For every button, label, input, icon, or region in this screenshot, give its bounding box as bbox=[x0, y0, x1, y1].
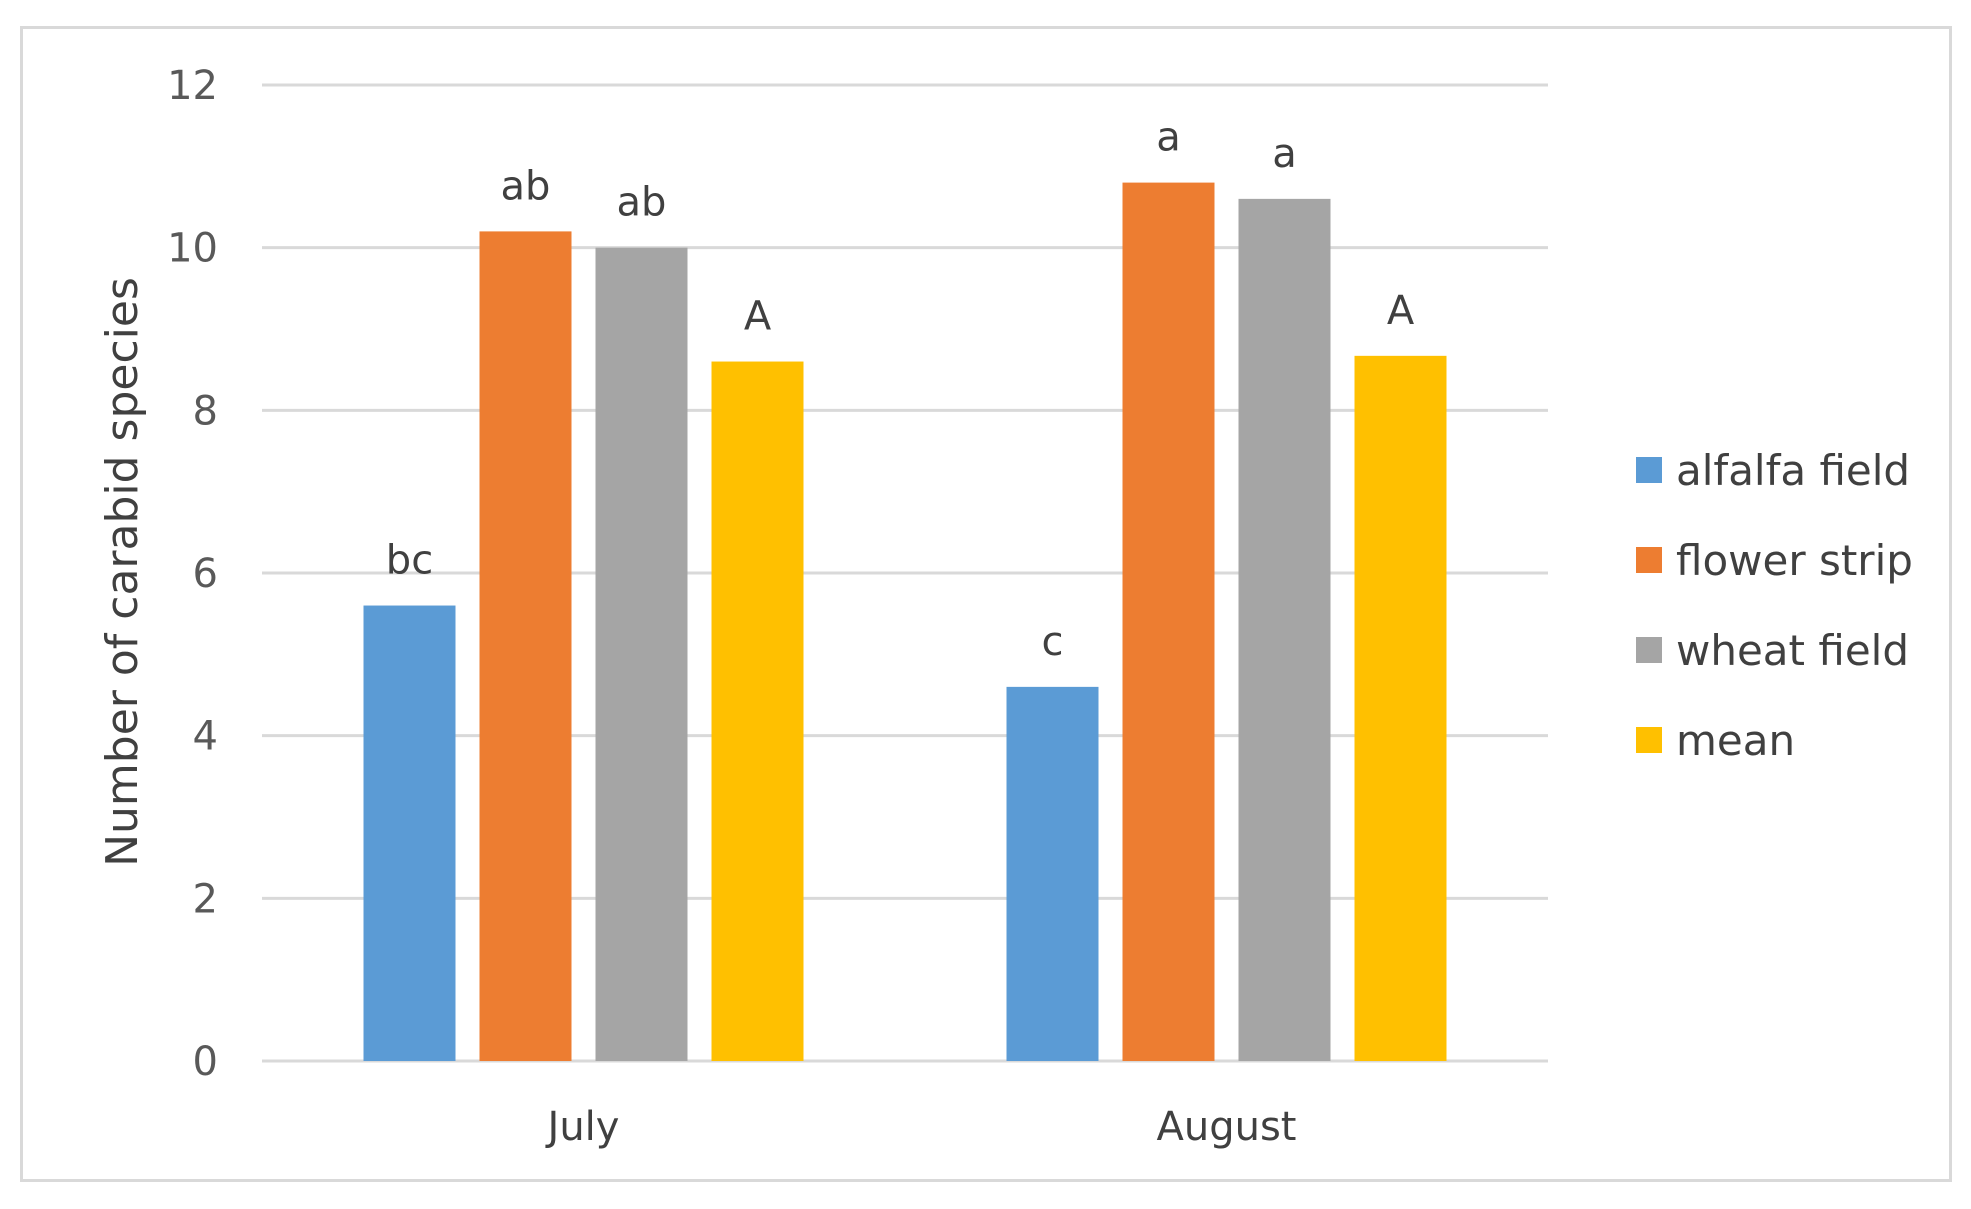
chart-frame bbox=[20, 26, 1952, 1182]
bar bbox=[1354, 355, 1447, 1062]
legend-item-label: flower strip bbox=[1676, 536, 1913, 585]
legend: alfalfa field flower strip wheat field mean bbox=[1636, 446, 1913, 765]
bar-significance-label: A bbox=[744, 294, 772, 340]
legend-item-label: wheat field bbox=[1676, 626, 1909, 675]
bar bbox=[595, 247, 688, 1061]
bar bbox=[1006, 686, 1099, 1061]
legend-swatch bbox=[1636, 637, 1662, 663]
legend-item-label: alfalfa field bbox=[1676, 446, 1910, 495]
bar-labels: bc ab ab Ac a a A bbox=[386, 115, 1415, 665]
legend-swatch bbox=[1636, 457, 1662, 483]
bar bbox=[479, 231, 572, 1061]
y-tick-label: 0 bbox=[193, 1039, 218, 1085]
gridlines bbox=[262, 83, 1548, 1063]
y-tick-label: 10 bbox=[167, 226, 218, 272]
bar bbox=[711, 361, 804, 1061]
x-axis-categories: July August bbox=[545, 1104, 1297, 1150]
bar-significance-label: ab bbox=[617, 180, 667, 226]
legend-swatch bbox=[1636, 727, 1662, 753]
bar-significance-label: c bbox=[1042, 619, 1064, 665]
bar bbox=[1238, 198, 1331, 1061]
y-tick-label: 2 bbox=[193, 876, 218, 922]
y-axis-title: Number of carabid species bbox=[97, 277, 148, 867]
y-tick-label: 4 bbox=[193, 714, 218, 760]
y-tick-label: 8 bbox=[193, 388, 218, 434]
bar-significance-label: A bbox=[1387, 288, 1415, 334]
bar-significance-label: a bbox=[1272, 131, 1297, 177]
y-tick-label: 6 bbox=[193, 551, 218, 597]
bar bbox=[363, 605, 456, 1061]
bars bbox=[363, 182, 1447, 1062]
bar-significance-label: ab bbox=[501, 163, 551, 209]
x-category-label: August bbox=[1157, 1104, 1297, 1150]
x-category-label: July bbox=[545, 1104, 620, 1150]
legend-item-label: mean bbox=[1676, 716, 1795, 765]
bar-significance-label: a bbox=[1156, 115, 1181, 161]
bar bbox=[1122, 182, 1215, 1062]
y-axis-ticks: 0 2 4 6 8 10 12 bbox=[167, 63, 218, 1085]
bar-significance-label: bc bbox=[386, 538, 433, 584]
y-tick-label: 12 bbox=[167, 63, 218, 109]
legend-swatch bbox=[1636, 547, 1662, 573]
